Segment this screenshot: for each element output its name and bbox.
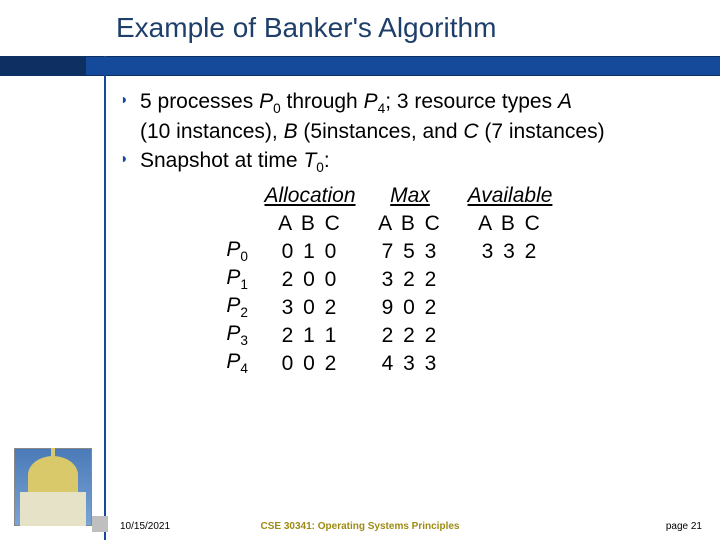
vertical-rule: [104, 56, 106, 540]
blue-band: [0, 56, 720, 76]
var-b: B: [284, 120, 298, 143]
alloc-cell: 0 0 2: [260, 350, 360, 377]
max-cell: 3 2 2: [360, 266, 460, 293]
alloc-cell: 2 0 0: [260, 266, 360, 293]
bullet-1: 5 processes P0 through P4; 3 resource ty…: [120, 88, 690, 145]
avail-cell: 3 3 2: [460, 238, 560, 265]
abc-avail: A B C: [460, 210, 560, 237]
var-a: A: [558, 90, 572, 113]
text: (5instances, and: [298, 120, 464, 143]
hdr-available: Available: [460, 182, 560, 209]
text: through: [281, 90, 364, 113]
max-cell: 9 0 2: [360, 294, 460, 321]
text: 5 processes: [140, 90, 259, 113]
var-t: T: [303, 149, 316, 172]
sub-0: 0: [273, 101, 281, 116]
table-row: P23 0 29 0 2: [200, 293, 690, 321]
proc-cell: P0: [200, 236, 260, 266]
table-header-row: Allocation Max Available: [200, 181, 690, 209]
slide: Example of Banker's Algorithm 5 processe…: [0, 0, 720, 540]
max-cell: 4 3 3: [360, 350, 460, 377]
table-row: P32 1 12 2 2: [200, 321, 690, 349]
table-row: P12 0 03 2 2: [200, 265, 690, 293]
proc-cell: P1: [200, 264, 260, 294]
text: :: [324, 149, 330, 172]
proc-cell: P3: [200, 320, 260, 350]
footer: 10/15/2021 CSE 30341: Operating Systems …: [0, 514, 720, 532]
alloc-cell: 2 1 1: [260, 322, 360, 349]
text: Snapshot at time: [140, 149, 303, 172]
bullet-2: Snapshot at time T0:: [120, 147, 690, 177]
proc-cell: P4: [200, 348, 260, 378]
abc-alloc: A B C: [260, 210, 360, 237]
text: ; 3 resource types: [385, 90, 558, 113]
sub-t0: 0: [316, 160, 324, 175]
hdr-allocation: Allocation: [260, 182, 360, 209]
alloc-cell: 3 0 2: [260, 294, 360, 321]
table-subheader-row: A B C A B C A B C: [200, 209, 690, 237]
slide-title: Example of Banker's Algorithm: [116, 12, 496, 44]
table-row: P40 0 24 3 3: [200, 349, 690, 377]
var-p0: P: [259, 90, 273, 113]
abc-max: A B C: [360, 210, 460, 237]
alloc-cell: 0 1 0: [260, 238, 360, 265]
table-row: P00 1 07 5 33 3 2: [200, 237, 690, 265]
footer-course: CSE 30341: Operating Systems Principles: [0, 521, 720, 532]
var-c: C: [463, 120, 478, 143]
var-p4: P: [364, 90, 378, 113]
content-area: 5 processes P0 through P4; 3 resource ty…: [120, 88, 690, 377]
hdr-max: Max: [360, 182, 460, 209]
text: (10 instances),: [140, 120, 284, 143]
dome-roof: [28, 456, 78, 494]
max-cell: 7 5 3: [360, 238, 460, 265]
footer-page: page 21: [666, 521, 702, 532]
proc-cell: P2: [200, 292, 260, 322]
text: (7 instances): [479, 120, 605, 143]
allocation-table: Allocation Max Available A B C A B C A B…: [200, 181, 690, 377]
max-cell: 2 2 2: [360, 322, 460, 349]
